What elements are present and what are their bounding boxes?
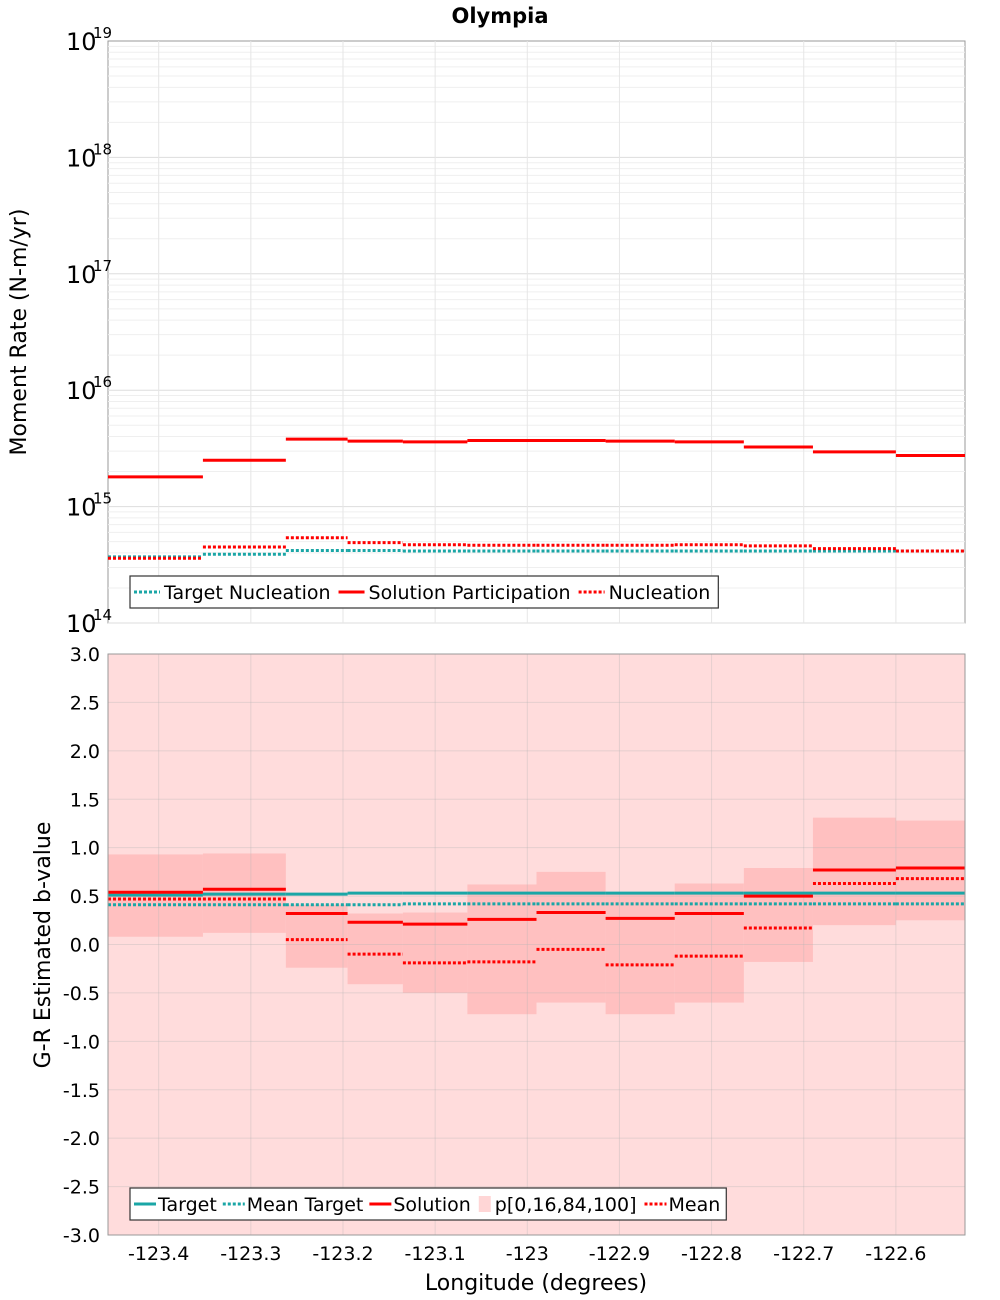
y-tick-label: -2.5 <box>63 1177 100 1199</box>
x-tick-label: -122.6 <box>865 1243 926 1265</box>
percentile-band-16-84 <box>285 904 348 968</box>
y-tick-label: 10 <box>66 494 97 522</box>
percentile-band-16-84 <box>743 868 813 962</box>
moment-rate-legend: Target Nucleation Solution Participation N… <box>129 575 719 609</box>
x-tick-label: -123.2 <box>312 1243 373 1265</box>
b-value-panel: -3.0 -2.5 -2.0 -1.5 -1.0 -0.5 0.0 0.5 1.0 1.5 2.0 2… <box>31 644 966 1247</box>
y-tick-exponent: 17 <box>93 257 112 275</box>
x-tick-label: -123.1 <box>405 1243 466 1265</box>
b-value-y-axis-label: G-R Estimated b-value <box>31 822 56 1069</box>
x-axis-label: Longitude (degrees) <box>425 1271 647 1296</box>
y-tick-label: 2.0 <box>70 741 100 763</box>
y-tick-label: 1.0 <box>70 838 100 860</box>
y-tick-label: 10 <box>66 261 97 289</box>
y-tick-label: -2.0 <box>63 1128 100 1150</box>
y-tick-label: 0.0 <box>70 935 100 957</box>
b-value-legend: Target Mean Target Solution p[0,16,84,100] M… <box>129 1187 727 1221</box>
moment-rate-grid <box>108 41 965 624</box>
b-value-series <box>108 866 965 967</box>
y-tick-exponent: 15 <box>93 490 112 508</box>
legend-swatch <box>478 1196 491 1212</box>
x-tick-label: -122.8 <box>681 1243 742 1265</box>
b-value-y-tick-labels: -3.0 -2.5 -2.0 -1.5 -1.0 -0.5 0.0 0.5 1.0 1.5 2.0 2… <box>63 644 100 1247</box>
moment-rate-y-axis-label: Moment Rate (N-m/yr) <box>7 209 32 456</box>
legend-box <box>129 575 719 609</box>
legend-label: Target Nucleation <box>163 582 331 604</box>
x-tick-labels: -123.4 -123.3 -123.2 -123.1 -123 -122.9 -122.8… <box>128 1243 926 1265</box>
percentile-band-16-84 <box>605 892 675 1015</box>
moment-rate-plot-area <box>107 40 966 624</box>
legend-label: Nucleation <box>609 582 711 604</box>
y-tick-label: 3.0 <box>70 644 100 666</box>
x-tick-label: -123 <box>506 1243 549 1265</box>
figure-title: Olympia <box>451 4 548 28</box>
percentile-band-16-84 <box>402 912 468 993</box>
percentile-band-16-84 <box>674 883 744 1003</box>
legend-label: Mean Target <box>247 1194 364 1216</box>
y-tick-label: 2.5 <box>70 692 100 714</box>
y-tick-label: 10 <box>66 28 97 56</box>
moment-rate-series <box>108 437 965 560</box>
x-tick-label: -122.7 <box>773 1243 834 1265</box>
y-tick-exponent: 18 <box>93 140 112 158</box>
legend-label: p[0,16,84,100] <box>495 1194 637 1216</box>
b-value-plot-border <box>107 653 966 1236</box>
legend-label: Solution Participation <box>369 582 571 604</box>
y-tick-label: 10 <box>66 144 97 172</box>
percentile-band-16-84 <box>536 871 606 1003</box>
y-tick-label: -0.5 <box>63 983 100 1005</box>
y-tick-exponent: 14 <box>93 606 112 624</box>
y-tick-label: 10 <box>66 610 97 638</box>
y-tick-label: 1.5 <box>70 789 100 811</box>
y-tick-label: -1.5 <box>63 1080 100 1102</box>
percentile-band-16-84 <box>467 884 537 1015</box>
percentile-band-16-84 <box>347 913 403 985</box>
x-tick-label: -123.3 <box>220 1243 281 1265</box>
y-tick-label: -1.0 <box>63 1031 100 1053</box>
y-tick-exponent: 16 <box>93 373 112 391</box>
y-tick-label: 10 <box>66 377 97 405</box>
legend-label: Solution <box>393 1194 470 1216</box>
legend-label: Target <box>157 1194 217 1216</box>
x-tick-label: -122.9 <box>589 1243 650 1265</box>
y-tick-label: -3.0 <box>63 1225 100 1247</box>
x-tick-label: -123.4 <box>128 1243 189 1265</box>
legend-label: Mean <box>669 1194 721 1216</box>
y-tick-exponent: 19 <box>93 24 112 42</box>
percentile-band-16-84 <box>895 820 965 921</box>
y-tick-label: 0.5 <box>70 886 100 908</box>
